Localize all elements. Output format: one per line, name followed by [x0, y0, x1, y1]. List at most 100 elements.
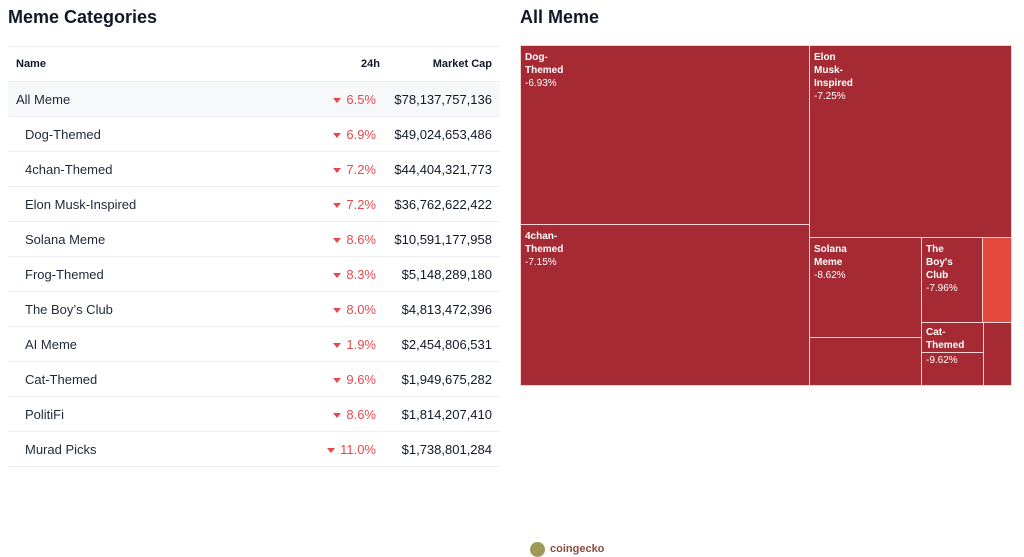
change-24h: 6.5%: [270, 92, 380, 107]
table-row[interactable]: Solana Meme 8.6% $10,591,177,958: [8, 222, 500, 257]
category-name[interactable]: Dog-Themed: [25, 126, 101, 142]
treemap-title: All Meme: [520, 7, 600, 27]
change-24h: 9.6%: [270, 372, 380, 387]
change-value: 6.5%: [346, 91, 376, 107]
cell-label: Cat-: [926, 327, 946, 338]
category-name[interactable]: All Meme: [16, 91, 71, 107]
treemap-cell-cat-themed[interactable]: Cat- Themed -9.62%: [921, 322, 984, 386]
watermark-text: coingecko: [550, 543, 605, 555]
coingecko-watermark: coingecko: [530, 542, 604, 557]
category-name[interactable]: Murad Picks: [25, 441, 97, 457]
cell-change: -7.96%: [926, 283, 958, 294]
treemap-cell-dog-themed[interactable]: Dog- Themed -6.93%: [520, 45, 810, 225]
market-cap: $1,814,207,410: [401, 406, 492, 422]
caret-down-icon: [333, 342, 342, 348]
table-row[interactable]: Frog-Themed 8.3% $5,148,289,180: [8, 257, 500, 292]
table-header: Name 24h Market Cap: [8, 47, 500, 82]
category-name[interactable]: Frog-Themed: [25, 266, 104, 282]
caret-down-icon: [333, 272, 342, 278]
change-value: 11.0%: [340, 441, 376, 457]
cell-label: Boy's: [926, 257, 953, 268]
treemap-cell-boys-club[interactable]: The Boy's Club -7.96%: [921, 237, 983, 323]
change-value: 8.6%: [346, 406, 376, 422]
cell-label: Club: [926, 270, 949, 281]
category-name[interactable]: Solana Meme: [25, 231, 106, 247]
treemap-cell-solana[interactable]: Solana Meme -8.62%: [809, 237, 922, 338]
market-cap: $1,738,801,284: [401, 441, 492, 457]
cell-label: The: [926, 244, 944, 255]
category-name[interactable]: Elon Musk-Inspired: [25, 196, 137, 212]
market-cap: $1,949,675,282: [401, 371, 492, 387]
treemap-cell-4chan[interactable]: 4chan- Themed -7.15% coingecko: [520, 224, 810, 557]
change-24h: 6.9%: [270, 127, 380, 142]
category-name[interactable]: Cat-Themed: [25, 371, 98, 387]
change-value: 1.9%: [346, 336, 376, 352]
cell-label: Themed: [525, 65, 564, 76]
table-row[interactable]: 4chan-Themed 7.2% $44,404,321,773: [8, 152, 500, 187]
cell-label: Themed: [926, 340, 965, 351]
market-cap: $44,404,321,773: [394, 161, 492, 177]
change-value: 8.6%: [346, 231, 376, 247]
cell-label: Meme: [814, 257, 843, 268]
table-row[interactable]: The Boy’s Club 8.0% $4,813,472,396: [8, 292, 500, 327]
market-cap: $4,813,472,396: [401, 301, 492, 317]
header-market-cap[interactable]: Market Cap: [432, 58, 492, 70]
change-value: 7.2%: [346, 161, 376, 177]
treemap-cell-small[interactable]: [983, 322, 1012, 386]
table-row[interactable]: PolitiFi 8.6% $1,814,207,410: [8, 397, 500, 432]
caret-down-icon: [333, 167, 342, 173]
table-row[interactable]: Cat-Themed 9.6% $1,949,675,282: [8, 362, 500, 397]
caret-down-icon: [333, 307, 342, 313]
coingecko-logo-icon: [530, 542, 545, 557]
treemap-cell-elon[interactable]: Elon Musk- Inspired -7.25%: [809, 45, 1012, 238]
category-name[interactable]: PolitiFi: [25, 406, 65, 422]
cell-label: Themed: [525, 244, 564, 255]
change-24h: 7.2%: [270, 197, 380, 212]
caret-down-icon: [333, 132, 342, 138]
cell-label: Musk-: [814, 65, 843, 76]
cell-change: -7.15%: [525, 257, 557, 268]
caret-down-icon: [333, 412, 342, 418]
header-24h[interactable]: 24h: [361, 58, 380, 70]
caret-down-icon: [333, 97, 342, 103]
cell-label: 4chan-: [525, 231, 558, 242]
table-row[interactable]: Elon Musk-Inspired 7.2% $36,762,622,422: [8, 187, 500, 222]
change-value: 9.6%: [346, 371, 376, 387]
change-24h: 11.0%: [270, 442, 380, 457]
change-24h: 1.9%: [270, 337, 380, 352]
table-row[interactable]: All Meme 6.5% $78,137,757,136: [8, 82, 500, 117]
caret-down-icon: [333, 377, 342, 383]
cell-label: Elon: [814, 52, 836, 63]
change-value: 7.2%: [346, 196, 376, 212]
table-row[interactable]: Murad Picks 11.0% $1,738,801,284: [8, 432, 500, 467]
category-name[interactable]: The Boy’s Club: [25, 301, 113, 317]
caret-down-icon: [333, 237, 342, 243]
cell-label: Inspired: [814, 78, 853, 89]
change-value: 6.9%: [346, 126, 376, 142]
change-24h: 8.0%: [270, 302, 380, 317]
cell-change: -9.62%: [922, 352, 983, 368]
change-24h: 7.2%: [270, 162, 380, 177]
treemap-cell-ai-meme[interactable]: [982, 237, 1012, 323]
treemap-cell-frog[interactable]: [809, 337, 922, 386]
table-row[interactable]: Dog-Themed 6.9% $49,024,653,486: [8, 117, 500, 152]
header-name[interactable]: Name: [16, 58, 46, 70]
table-row[interactable]: AI Meme 1.9% $2,454,806,531: [8, 327, 500, 362]
cell-change: -7.25%: [814, 91, 846, 102]
market-cap: $78,137,757,136: [394, 91, 492, 107]
change-24h: 8.3%: [270, 267, 380, 282]
category-name[interactable]: 4chan-Themed: [25, 161, 113, 177]
cell-label: Solana: [814, 244, 847, 255]
change-value: 8.0%: [346, 301, 376, 317]
market-cap: $10,591,177,958: [394, 231, 492, 247]
change-24h: 8.6%: [270, 232, 380, 247]
meme-categories-title: Meme Categories: [8, 7, 158, 27]
change-value: 8.3%: [346, 266, 376, 282]
category-name[interactable]: AI Meme: [25, 336, 78, 352]
treemap: Dog- Themed -6.93% Elon Musk- Inspired -7.25%…: [520, 45, 1012, 557]
market-cap: $5,148,289,180: [401, 266, 492, 282]
cell-label: Dog-: [525, 52, 548, 63]
cell-change: -6.93%: [525, 78, 557, 89]
categories-table: Name 24h Market Cap All Meme 6.5% $78,137,…: [8, 46, 500, 467]
cell-change: -8.62%: [814, 270, 846, 281]
